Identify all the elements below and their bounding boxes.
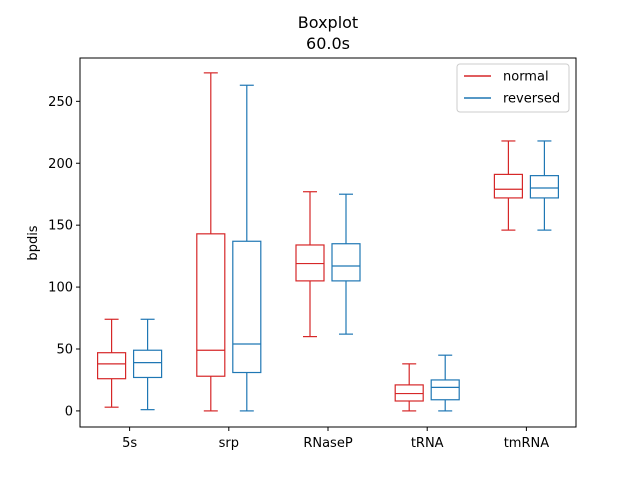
y-tick-label: 250 <box>48 95 73 110</box>
box-normal <box>96 352 127 380</box>
box-normal <box>196 233 226 377</box>
y-tick-label: 0 <box>65 404 73 419</box>
y-tick-label: 100 <box>48 281 73 296</box>
legend-label-normal: normal <box>503 70 549 85</box>
box-normal <box>394 384 424 402</box>
x-tick-label: 5s <box>122 436 137 451</box>
box-reversed <box>529 175 560 199</box>
box-normal <box>295 244 325 282</box>
y-tick-label: 150 <box>48 219 73 234</box>
box-reversed <box>232 240 262 374</box>
box-reversed <box>430 379 460 401</box>
axes-frame <box>79 57 577 428</box>
legend-label-reversed: reversed <box>503 92 560 107</box>
x-tick-label: tmRNA <box>504 436 550 451</box>
x-tick-label: RNaseP <box>303 436 352 451</box>
x-tick-label: srp <box>219 436 239 451</box>
legend: normal reversed <box>456 63 570 113</box>
box-reversed <box>133 349 163 379</box>
y-axis-label: bpdis <box>26 225 41 260</box>
x-tick-label: tRNA <box>411 436 444 451</box>
y-tick-label: 200 <box>48 157 73 172</box>
chart-title: Boxplot <box>298 13 358 32</box>
box-reversed <box>331 243 361 282</box>
chart-subtitle: 60.0s <box>306 34 350 53</box>
y-tick-label: 50 <box>56 342 73 357</box>
box-normal <box>493 173 523 199</box>
plot-area: 0 50 100 150 200 250 5s srp RNaseP tRNA tmRNA <box>48 72 560 451</box>
